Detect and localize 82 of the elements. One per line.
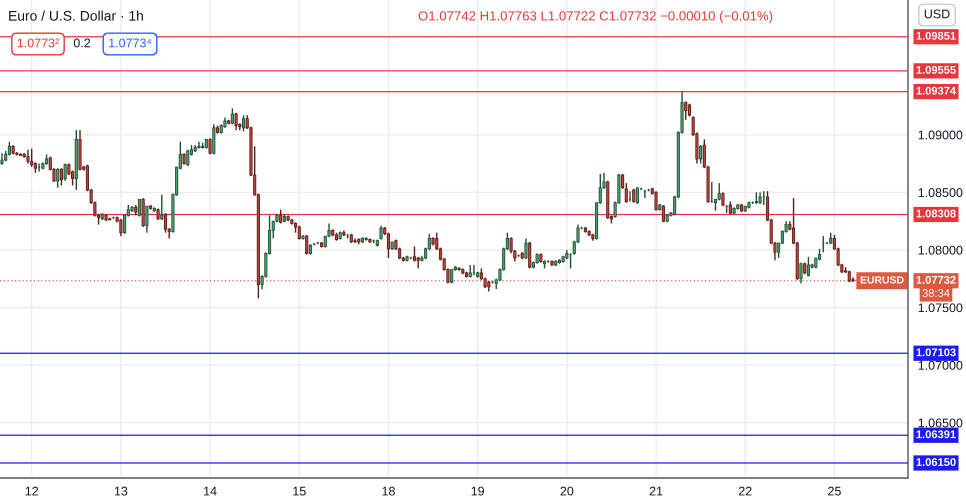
candlestick: [64, 162, 67, 182]
candlestick: [145, 205, 148, 234]
y-tick-label: 1.07500: [918, 303, 962, 312]
ref-line-label: 1.09555: [916, 66, 956, 74]
candlestick: [60, 167, 63, 186]
y-tick-label: 1.08000: [918, 246, 962, 255]
candlestick: [754, 192, 758, 205]
candlestick: [208, 138, 212, 156]
candlestick: [242, 114, 246, 132]
ref-line-label: 1.07103: [916, 348, 956, 356]
annotation: 0.2: [74, 38, 90, 48]
text: Euro / U.S. Dollar · 1h: [9, 10, 143, 21]
candlestick: [138, 198, 142, 218]
y-tick-label: 1.06500: [918, 418, 962, 428]
y-tick-label: 1.08500: [918, 188, 962, 198]
candlestick: [487, 280, 490, 292]
candlestick: [758, 192, 762, 205]
candlestick: [654, 190, 658, 212]
candlestick: [134, 204, 138, 216]
candlestick: [44, 154, 48, 166]
ref-line-label: 1.09851: [916, 32, 956, 40]
ref-line-label: 1.09374: [916, 86, 956, 95]
ref-line-label: 1.08308: [916, 210, 956, 218]
x-tick-label: 22: [738, 486, 752, 496]
candlestick: [186, 149, 190, 167]
candlestick: [718, 182, 721, 202]
candlestick: [699, 144, 702, 164]
candlestick: [806, 256, 810, 278]
text: USD: [924, 10, 950, 18]
candlestick: [379, 225, 383, 240]
x-tick-label: 14: [204, 486, 217, 496]
x-tick-label: 18: [382, 486, 395, 496]
candlestick: [684, 100, 688, 120]
candlestick: [536, 252, 539, 264]
y-tick-label: 1.09000: [918, 130, 962, 140]
candlestick: [160, 194, 164, 221]
x-tick-label: 13: [114, 486, 128, 496]
candlestick: [230, 108, 234, 126]
candlestick: [0, 152, 4, 166]
candlestick: [799, 262, 803, 284]
candlestick: [308, 243, 312, 256]
candlestick: [279, 208, 282, 224]
candlestick: [156, 208, 160, 221]
candlestick: [803, 262, 806, 275]
candlestick: [450, 268, 454, 284]
candlestick: [416, 256, 420, 270]
candlestick: [12, 144, 15, 156]
x-tick-label: 15: [293, 486, 306, 496]
x-tick-label: 25: [828, 486, 841, 496]
x-tick-label: 21: [650, 486, 662, 496]
candlestick: [26, 149, 30, 164]
candlestick: [119, 218, 122, 237]
candlestick: [632, 188, 636, 204]
candlestick: [728, 200, 732, 215]
candlestick: [305, 234, 308, 256]
candlestick: [350, 233, 353, 244]
annotation: 1.0773²: [18, 38, 59, 48]
annotation: 1.0773⁴: [109, 38, 152, 48]
text: EURUSD: [860, 276, 904, 284]
candlestick: [829, 232, 832, 245]
candlestick: [468, 264, 472, 278]
candlestick: [524, 238, 528, 260]
ref-line-label: 1.06150: [916, 458, 956, 466]
candlestick: [662, 204, 666, 223]
candlestick: [539, 252, 542, 264]
candlestick: [298, 225, 301, 240]
candlestick: [688, 102, 692, 118]
candlestick: [56, 167, 60, 188]
text: O1.07742 H1.07763 L1.07722 C1.07732 −0.00010 (−0.01%): [418, 10, 772, 24]
candlestick: [234, 112, 238, 131]
x-tick-label: 12: [26, 486, 38, 496]
x-tick-label: 20: [560, 486, 574, 496]
candlestick: [721, 192, 724, 207]
x-tick-label: 19: [472, 486, 484, 496]
candlestick: [182, 152, 186, 166]
ref-line-label: 1.06391: [916, 430, 956, 438]
candlestick: [636, 187, 640, 205]
candlestick: [848, 270, 851, 283]
candlestick: [204, 138, 208, 150]
y-tick-label: 1.07000: [918, 360, 962, 370]
text: 38:34: [922, 289, 950, 297]
ref-line-label: 1.07732: [916, 276, 956, 284]
